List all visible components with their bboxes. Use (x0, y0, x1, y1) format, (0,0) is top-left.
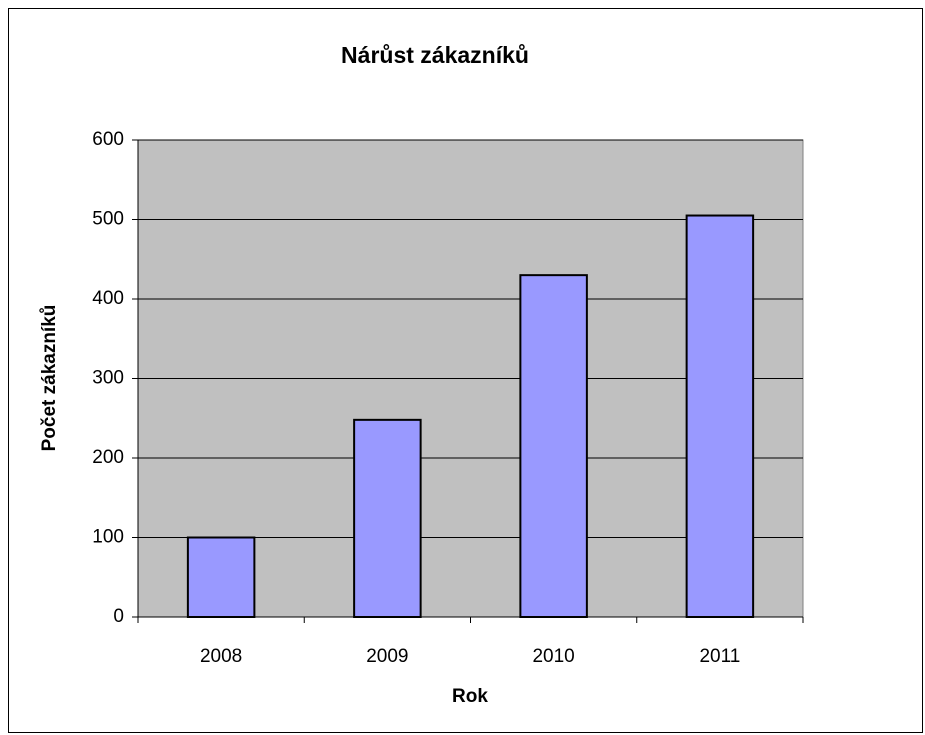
bar (353, 418, 422, 618)
x-tick-label: 2010 (532, 646, 574, 667)
y-tick-label: 300 (92, 368, 124, 389)
bar (685, 214, 755, 618)
bar (519, 274, 588, 618)
y-tick-label: 400 (92, 288, 124, 309)
x-tick-label: 2009 (366, 646, 408, 667)
y-tick-label: 600 (92, 129, 124, 150)
y-axis-label: Počet zákazníků (39, 305, 60, 452)
y-tick-label: 200 (92, 447, 124, 468)
x-tick-label: 2011 (699, 646, 740, 667)
y-tick-label: 100 (92, 527, 124, 548)
y-tick-label: 500 (92, 209, 124, 230)
y-tick-label: 0 (113, 606, 124, 627)
chart-title: Nárůst zákazníků (341, 42, 529, 68)
x-tick-label: 2008 (200, 646, 242, 667)
bar (186, 536, 256, 618)
x-axis-label: Rok (452, 686, 488, 707)
